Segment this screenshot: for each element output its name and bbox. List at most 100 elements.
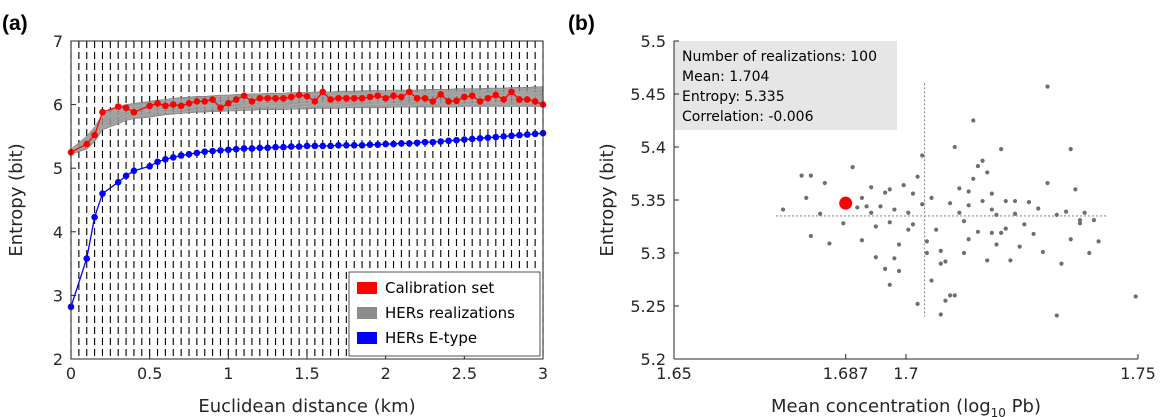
a-x-axis-label: Euclidean distance (km) — [198, 396, 415, 417]
b-scatter-point — [1031, 231, 1036, 237]
a-calibration-point — [500, 96, 507, 103]
b-scatter-point — [966, 189, 971, 194]
b-scatter-point — [943, 298, 948, 303]
b-scatter-point — [1008, 258, 1013, 263]
b-scatter-point — [934, 227, 939, 232]
b-scatter-point — [952, 144, 957, 150]
a-x-tick-label: 2 — [381, 364, 391, 383]
a-calibration-point — [154, 100, 161, 107]
a-etype-point — [516, 131, 523, 139]
b-scatter-point — [859, 195, 865, 200]
a-etype-point — [311, 142, 319, 150]
b-scatter-point — [1087, 250, 1092, 256]
a-calibration-point — [193, 98, 201, 105]
a-x-tick-label: 2.5 — [452, 364, 477, 383]
a-etype-point — [468, 135, 476, 143]
b-scatter-point — [892, 256, 897, 261]
b-scatter-point — [887, 187, 892, 192]
b-scatter-point — [938, 248, 943, 253]
b-scatter-point — [869, 185, 874, 190]
a-calibration-point — [437, 91, 445, 98]
b-scatter-point — [1045, 84, 1050, 89]
a-etype-point — [287, 143, 295, 150]
b-scatter-point — [1091, 218, 1097, 223]
b-scatter-point — [1073, 187, 1078, 192]
b-scatter-point — [1054, 212, 1059, 217]
a-y-axis-label: Entropy (bit) — [6, 143, 27, 256]
a-etype-point — [327, 142, 334, 150]
panel-a: (a) 0 0.5 1 1.5 2 2.5 3 2 3 4 5 6 7 Euclidean dista… — [2, 12, 548, 417]
b-scatter-point — [804, 195, 809, 200]
a-x-tick-label: 1.5 — [294, 364, 319, 383]
b-y-ticks: 5.2 5.25 5.3 5.35 5.4 5.45 5.5 — [630, 32, 679, 369]
b-scatter-point — [971, 118, 976, 123]
b-scatter-point — [1036, 206, 1041, 211]
a-etype-point — [295, 143, 303, 150]
a-calibration-point — [248, 98, 256, 105]
a-calibration-point — [311, 98, 319, 105]
b-scatter-point — [906, 227, 911, 232]
a-calibration-point — [398, 93, 405, 101]
a-calibration-point — [217, 104, 224, 112]
b-scatter-point — [910, 222, 916, 227]
a-etype-point — [83, 255, 91, 262]
a-calibration-point — [256, 94, 264, 102]
a-calibration-point — [484, 94, 492, 102]
b-scatter-point — [892, 207, 897, 212]
a-etype-point — [193, 149, 201, 157]
stats-mean: Mean: 1.704 — [682, 69, 769, 85]
legend-box — [348, 271, 541, 357]
a-etype-point — [453, 136, 460, 144]
b-scatter-point — [952, 293, 957, 298]
legend-label-realizations: HERs realizations — [385, 304, 515, 322]
b-scatter-point — [822, 180, 827, 186]
a-calibration-point — [516, 96, 523, 103]
stats-realizations: Number of realizations: 100 — [682, 49, 877, 65]
a-x-ticks: 0 0.5 1 1.5 2 2.5 3 — [66, 354, 548, 383]
b-y-tick-label: 5.25 — [630, 297, 666, 316]
a-calibration-point — [209, 96, 216, 103]
a-etype-point — [437, 138, 445, 145]
a-calibration-point — [327, 96, 334, 103]
a-calibration-point — [335, 94, 342, 102]
a-calibration-point — [461, 93, 468, 101]
panel-label-a: (a) — [2, 12, 28, 35]
b-scatter-point — [985, 258, 990, 263]
a-etype-point — [382, 140, 389, 148]
b-scatter-point — [980, 198, 985, 204]
b-scatter-point — [841, 221, 846, 226]
a-y-tick-label: 7 — [53, 32, 63, 51]
b-scatter-point — [924, 239, 929, 244]
a-etype-point — [99, 190, 106, 197]
b-scatter-point — [1045, 180, 1050, 186]
stats-correlation: Correlation: -0.006 — [682, 109, 814, 125]
a-calibration-point — [201, 98, 209, 105]
a-y-tick-label: 5 — [53, 159, 63, 178]
b-scatter-point — [808, 173, 813, 178]
b-scatter-point — [1082, 210, 1087, 215]
a-calibration-point — [390, 92, 397, 99]
a-etype-point — [358, 142, 366, 149]
panel-b: (b) Number of realizations: 100 Mean: 1.… — [568, 12, 1156, 417]
a-etype-point — [122, 172, 130, 180]
b-scatter-points — [780, 84, 1138, 318]
a-etype-point — [421, 138, 429, 146]
b-scatter-point — [1077, 218, 1083, 223]
b-scatter-point — [896, 242, 902, 247]
b-scatter-point — [1003, 198, 1008, 204]
a-calibration-point — [445, 98, 452, 105]
a-etype-point — [319, 142, 327, 150]
a-calibration-point — [429, 98, 437, 105]
a-etype-point — [531, 130, 539, 138]
b-scatter-point — [808, 233, 813, 239]
a-calibration-line — [70, 90, 544, 153]
b-scatter-point — [910, 191, 916, 196]
a-etype-point — [146, 162, 153, 170]
b-scatter-point — [1068, 237, 1073, 242]
b-scatter-point — [1059, 261, 1064, 266]
b-scatter-point — [1012, 198, 1018, 204]
a-calibration-point — [169, 101, 177, 108]
panel-label-b: (b) — [568, 12, 595, 35]
a-calibration-point — [185, 100, 193, 107]
a-calibration-point — [240, 92, 248, 99]
